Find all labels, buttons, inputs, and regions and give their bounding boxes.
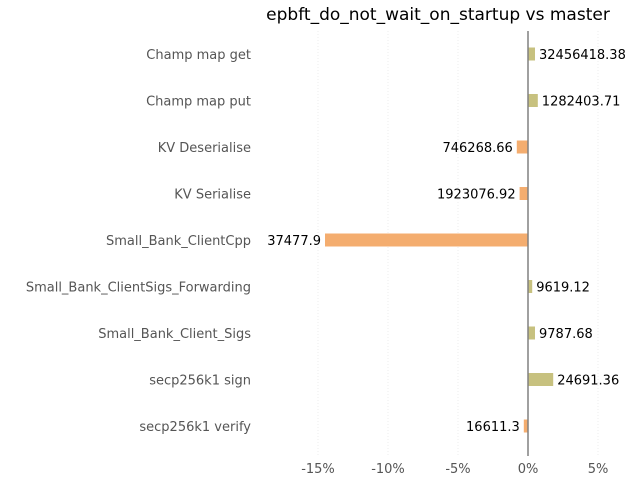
chart-title: epbft_do_not_wait_on_startup vs master (266, 5, 610, 25)
x-tick-label: 0% (518, 462, 539, 477)
x-tick-label: -5% (445, 462, 470, 477)
category-label: KV Deserialise (158, 141, 251, 156)
grid-layer (317, 31, 599, 456)
bar-layer (325, 47, 554, 433)
x-tick-label: -15% (301, 462, 335, 477)
bar (528, 280, 533, 293)
category-label: secp256k1 sign (149, 374, 251, 389)
bar (528, 326, 535, 340)
data-label: 37477.9 (267, 234, 321, 249)
data-label: 16611.3 (466, 420, 520, 435)
data-label: 1923076.92 (437, 188, 516, 203)
bar (528, 373, 554, 386)
bar (528, 94, 538, 107)
category-label: Champ map put (146, 95, 251, 110)
bar (519, 187, 528, 200)
data-label: 24691.36 (557, 374, 619, 389)
category-label: Small_Bank_Client_Sigs (98, 327, 251, 342)
label-layer: Champ map get 32456418.38 Champ map put 128… (26, 48, 626, 435)
bar (523, 419, 528, 433)
data-label: 9619.12 (536, 281, 590, 296)
bar (528, 47, 535, 61)
data-label: 32456418.38 (539, 48, 626, 63)
data-label: 746268.66 (442, 141, 512, 156)
x-tick-label: -10% (371, 462, 405, 477)
x-tick-label: 5% (588, 462, 609, 477)
category-label: Small_Bank_ClientCpp (106, 234, 251, 249)
category-label: secp256k1 verify (139, 420, 251, 435)
data-label: 1282403.71 (542, 95, 621, 110)
x-axis: -15% -10% -5% 0% 5% (301, 462, 608, 477)
data-label: 9787.68 (539, 327, 593, 342)
category-label: KV Serialise (174, 188, 251, 203)
bar (516, 140, 528, 154)
category-label: Small_Bank_ClientSigs_Forwarding (26, 281, 251, 296)
category-label: Champ map get (146, 48, 251, 63)
bar (325, 233, 528, 247)
